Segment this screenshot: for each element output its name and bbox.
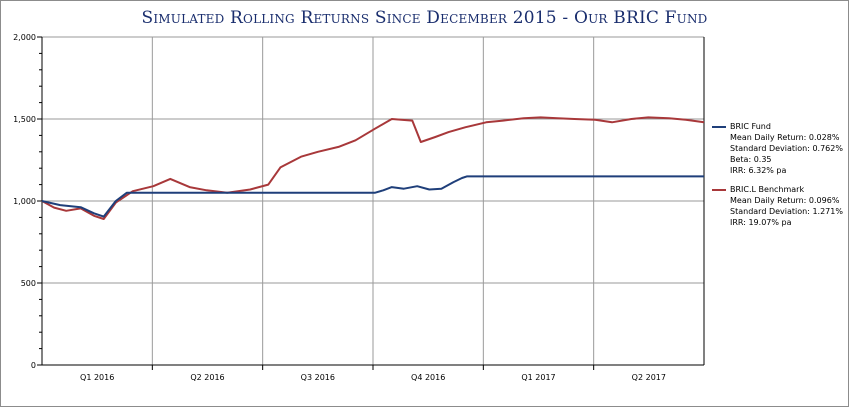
chart-title: Simulated Rolling Returns Since December… <box>141 8 708 28</box>
legend-label-bric-benchmark: BRIC.L Benchmark <box>730 185 805 194</box>
y-tick-label: 1,500 <box>13 115 36 124</box>
grid-lines <box>42 36 704 365</box>
stat-bric-fund-irr: IRR: 6.32% pa <box>730 166 787 175</box>
axes: 0 500 1,000 1,500 2,000 Q1 2016 Q2 2016 Q3 2016… <box>13 33 705 382</box>
legend-swatch-bric-fund <box>712 125 726 128</box>
x-tick-label: Q2 2017 <box>632 373 666 382</box>
legend-label-bric-fund: BRIC Fund <box>730 122 771 131</box>
series-line-bric-benchmark <box>41 116 705 220</box>
legend-bric-fund: BRIC Fund Mean Daily Return: 0.028% Stan… <box>712 121 843 176</box>
x-tick-label: Q1 2017 <box>521 373 555 382</box>
stat-bric-fund-stdev: Standard Deviation: 0.762% <box>730 144 843 153</box>
x-tick-label: Q2 2016 <box>190 373 224 382</box>
x-tick-label: Q1 2016 <box>80 373 114 382</box>
stat-bric-fund-beta: Beta: 0.35 <box>730 155 772 164</box>
x-tick-label: Q3 2016 <box>301 373 335 382</box>
y-tick-label: 2,000 <box>13 33 36 42</box>
legend-bric-benchmark: BRIC.L Benchmark Mean Daily Return: 0.09… <box>712 184 843 228</box>
series-line-bric-fund <box>41 175 704 218</box>
y-tick-label: 1,000 <box>13 197 36 206</box>
x-tick-label: Q4 2016 <box>411 373 445 382</box>
series-lines <box>41 116 705 220</box>
legend-swatch-bric-benchmark <box>712 188 726 191</box>
stat-bric-fund-mean: Mean Daily Return: 0.028% <box>730 133 840 142</box>
stat-benchmark-irr: IRR: 19.07% pa <box>730 218 792 227</box>
stat-benchmark-mean: Mean Daily Return: 0.096% <box>730 196 840 205</box>
y-tick-label: 0 <box>31 361 36 370</box>
y-tick-label: 500 <box>21 279 36 288</box>
stat-benchmark-stdev: Standard Deviation: 1.271% <box>730 207 843 216</box>
